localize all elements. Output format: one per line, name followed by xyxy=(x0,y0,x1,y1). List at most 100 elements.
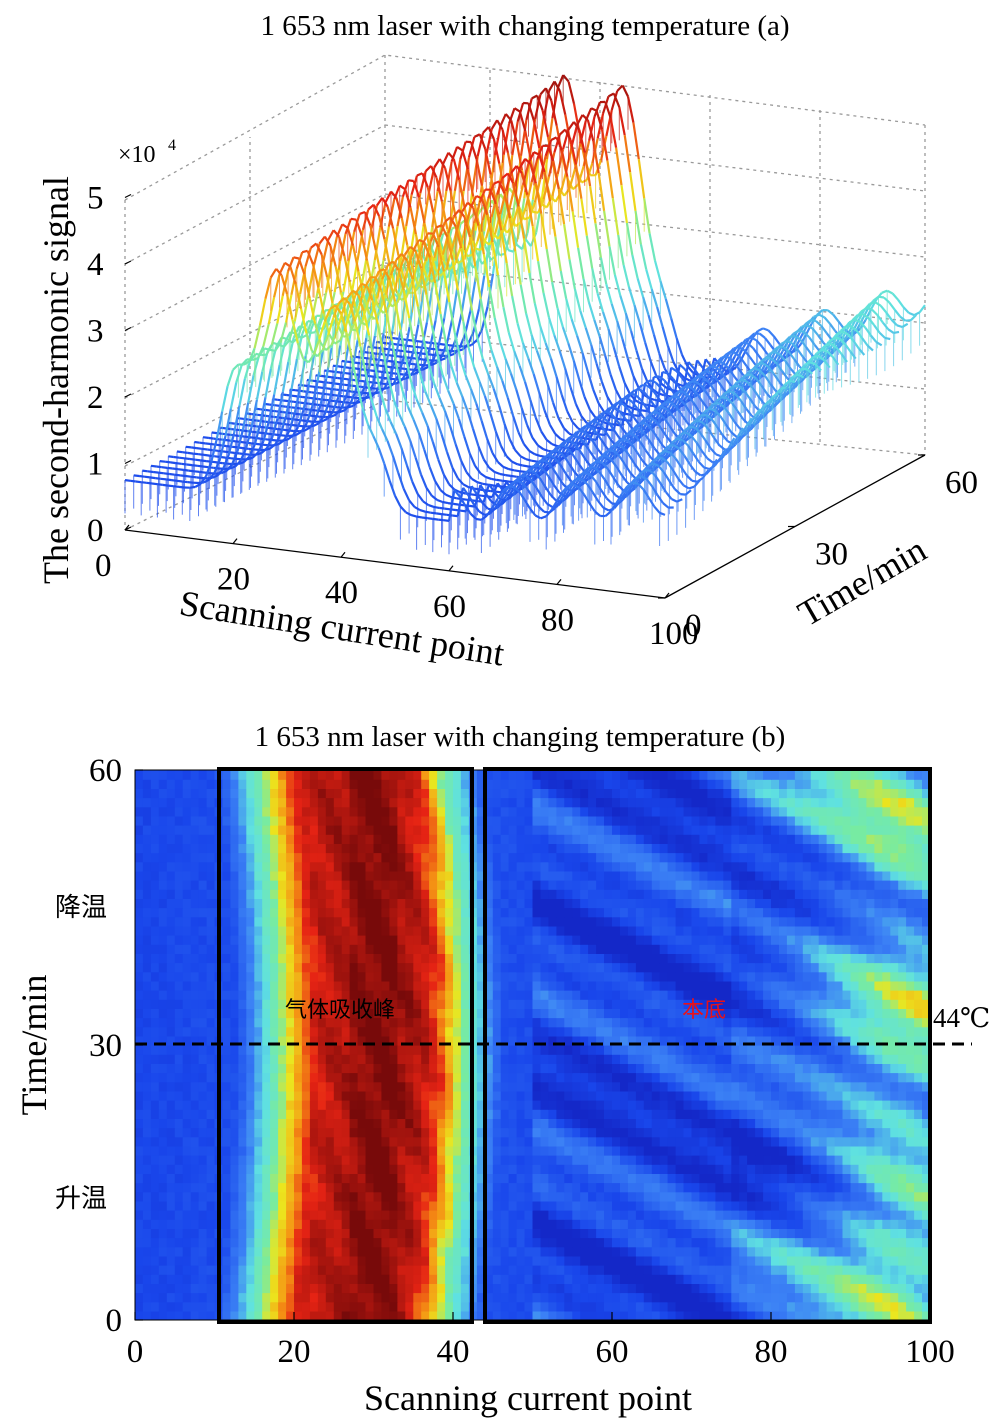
surface-segment xyxy=(842,330,849,336)
surface-segment xyxy=(844,343,852,353)
heatmap-cell xyxy=(683,1310,693,1320)
surface-segment xyxy=(752,369,760,381)
surface-segment xyxy=(835,346,843,355)
surface-segment xyxy=(444,507,451,511)
heatmap-cell xyxy=(556,1310,565,1320)
surface-segment xyxy=(397,269,405,291)
surface-segment xyxy=(491,452,499,463)
surface-segment xyxy=(404,188,412,208)
surface-segment xyxy=(428,257,437,284)
surface-segment xyxy=(514,449,522,458)
surface-segment xyxy=(395,433,403,449)
surface-segment xyxy=(716,379,724,389)
heatmap-cell xyxy=(922,1274,930,1284)
surface-segment xyxy=(696,359,704,369)
heatmap-cell xyxy=(858,1283,867,1294)
surface-segment xyxy=(656,494,664,504)
surface-segment xyxy=(329,304,337,310)
surface-segment xyxy=(771,346,779,353)
surface-segment xyxy=(709,407,716,412)
heatmap-cell xyxy=(278,1292,287,1303)
z-tick-mark xyxy=(124,260,132,265)
surface-segment xyxy=(597,500,605,509)
surface-segment xyxy=(689,412,697,421)
surface-segment xyxy=(466,201,474,209)
surface-segment xyxy=(861,337,869,347)
surface-segment xyxy=(656,437,665,447)
surface-segment xyxy=(215,443,222,447)
surface-segment xyxy=(571,421,579,430)
surface-segment xyxy=(542,176,551,200)
surface-segment xyxy=(816,349,825,361)
surface-segment xyxy=(486,438,494,454)
heatmap-cell xyxy=(898,1310,907,1320)
heatmap-cell xyxy=(142,1274,152,1284)
surface-segment xyxy=(360,235,369,261)
surface-segment xyxy=(456,487,465,517)
surface-segment xyxy=(468,236,477,267)
surface-segment xyxy=(725,378,733,387)
heatmap-cell xyxy=(755,1301,764,1312)
surface-segment xyxy=(433,383,441,399)
surface-segment xyxy=(461,498,468,501)
heatmap-cell xyxy=(842,1255,852,1266)
heatmap-cell xyxy=(286,1292,295,1303)
surface-segment xyxy=(541,110,550,138)
surface-segment xyxy=(471,477,478,484)
surface-segment xyxy=(203,453,210,457)
surface-segment xyxy=(830,342,837,349)
heatmap-cell xyxy=(349,1292,359,1303)
surface-segment xyxy=(453,332,462,358)
heatmap-cell xyxy=(365,1301,375,1312)
surface-segment xyxy=(577,486,585,496)
z-tick-mark xyxy=(124,326,132,332)
surface-segment xyxy=(726,355,734,362)
surface-segment xyxy=(528,272,536,304)
surface-segment xyxy=(503,193,511,219)
surface-segment xyxy=(447,216,455,234)
heatmap-cell xyxy=(516,1255,526,1266)
heatmap-cell xyxy=(492,1246,502,1257)
surface-segment xyxy=(347,231,356,261)
heatmap-cell xyxy=(182,1265,192,1275)
surface-segment xyxy=(443,283,451,319)
surface-segment xyxy=(618,492,627,503)
heatmap-cell xyxy=(739,1265,748,1275)
heatmap-cell xyxy=(150,1283,160,1294)
surface-segment xyxy=(372,204,381,217)
heatmap-cell xyxy=(596,1255,605,1266)
surface-segment xyxy=(680,413,688,424)
heatmap-cell xyxy=(365,1292,375,1303)
surface-segment xyxy=(173,455,180,459)
surface-segment xyxy=(315,243,323,256)
surface-segment xyxy=(507,332,516,352)
surface-segment xyxy=(809,361,817,366)
heatmap-cell xyxy=(627,1274,637,1284)
surface-segment xyxy=(346,289,354,299)
surface-segment xyxy=(566,410,574,423)
surface-segment xyxy=(467,331,475,345)
heatmap-cell xyxy=(715,1292,724,1303)
surface-segment xyxy=(517,206,526,239)
surface-segment xyxy=(454,226,463,249)
surface-segment xyxy=(281,270,290,297)
heatmap-cell xyxy=(731,1265,740,1275)
surface-segment xyxy=(503,423,511,440)
surface-segment xyxy=(350,217,357,221)
heatmap-cell xyxy=(707,1255,716,1266)
heatmap-cell xyxy=(158,1255,168,1266)
surface-segment xyxy=(780,340,788,345)
surface-segment xyxy=(402,488,411,501)
surface-segment xyxy=(453,247,462,265)
surface-segment xyxy=(586,483,594,493)
surface-segment xyxy=(199,470,206,474)
surface-segment xyxy=(576,461,585,471)
surface-segment xyxy=(491,482,499,498)
surface-segment xyxy=(579,425,587,431)
surface-segment xyxy=(607,451,615,462)
surface-segment xyxy=(312,422,320,427)
surface-segment xyxy=(169,472,175,476)
surface-segment xyxy=(436,353,444,376)
heatmap-cell xyxy=(715,1274,724,1284)
surface-segment xyxy=(595,431,603,441)
